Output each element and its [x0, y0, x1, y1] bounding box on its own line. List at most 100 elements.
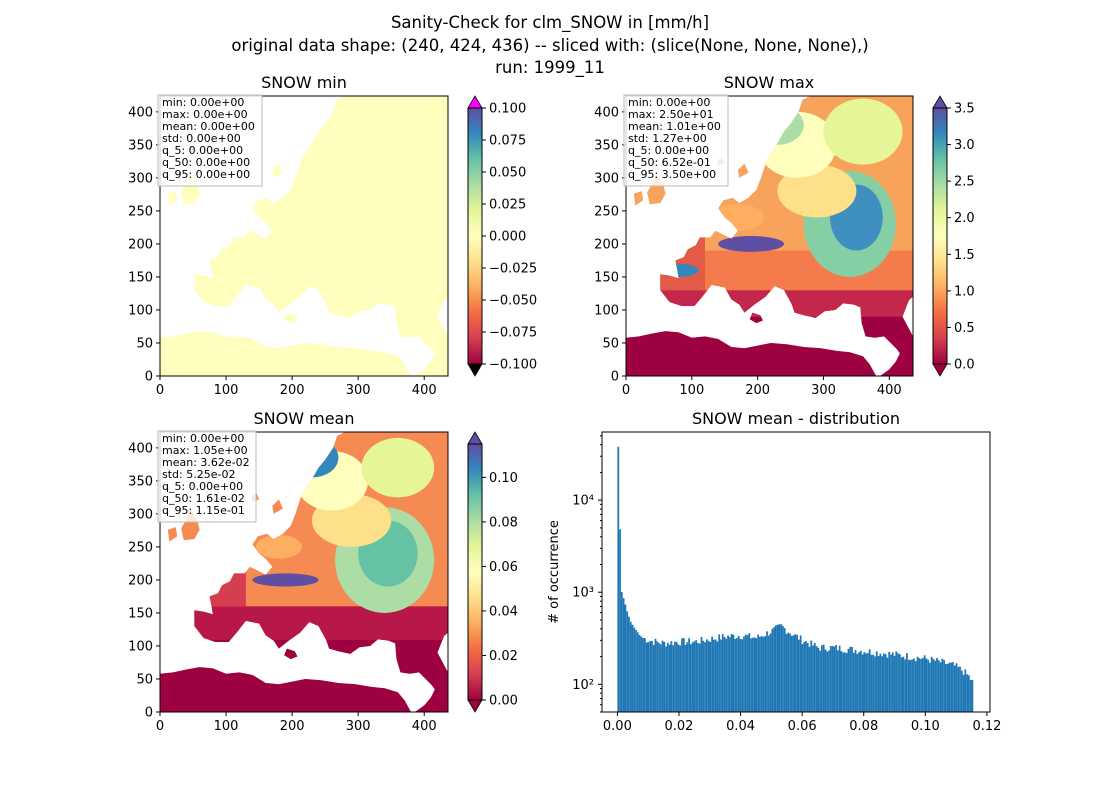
histogram-bar [704, 642, 706, 712]
histogram-bar [645, 642, 648, 712]
stat-max: max: 1.05e+00 [162, 444, 248, 457]
x-tick-label: 300 [346, 719, 371, 734]
histogram-bar [821, 645, 823, 712]
histogram-bar [649, 641, 652, 712]
histogram-bar [959, 666, 961, 712]
panel-snow-max: SNOW max [594, 73, 975, 398]
x-tick-label: 0 [622, 383, 630, 398]
stat-std: std: 5.25e-02 [162, 468, 235, 481]
histogram-bar [803, 642, 806, 712]
x-tick-label: 300 [811, 383, 836, 398]
histogram-bar [835, 645, 837, 712]
histogram-bar [798, 639, 800, 712]
x-tick-label: 0.04 [726, 719, 755, 734]
y-tick-label: 100 [594, 303, 619, 318]
histogram-bar [789, 633, 791, 712]
colorbar-tick-label: 0.5 [954, 321, 975, 336]
histogram-bar [709, 641, 712, 712]
stats-box: min: 0.00e+00 max: 2.50e+01 mean: 1.01e+… [623, 94, 729, 187]
histogram-bar [888, 651, 891, 712]
histogram-bar [643, 638, 646, 712]
histogram-bar [918, 658, 921, 712]
histogram-bar [750, 638, 752, 712]
histogram-bar [741, 639, 744, 712]
x-tick-label: 0.02 [665, 719, 694, 734]
stats-box: min: 0.00e+00 max: 0.00e+00 mean: 0.00e+… [157, 94, 263, 187]
histogram-bar [962, 674, 965, 712]
histogram-bars [617, 446, 974, 712]
stat-q50: q_50: 0.00e+00 [162, 156, 250, 169]
histogram-bar [631, 624, 634, 712]
y-tick-label: 0 [145, 706, 153, 721]
y-tick-label: 0 [145, 370, 153, 385]
colorbar-tick-label: 0.08 [489, 515, 518, 530]
histogram-bar [806, 643, 809, 712]
map-area [160, 432, 448, 712]
colorbar-over-arrow-icon [467, 95, 483, 109]
histogram-bar [707, 640, 710, 712]
y-ticks: 0 50 100 150 200 250 300 350 400 [128, 441, 160, 721]
y-tick-label: 10⁴ [572, 494, 594, 509]
colorbar-tick-label: 2.5 [954, 175, 975, 190]
histogram-bar [730, 634, 733, 712]
histogram-bar [723, 637, 726, 712]
histogram-bar [897, 653, 899, 712]
histogram-bar [842, 652, 845, 712]
y-tick-label: 200 [128, 237, 153, 252]
y-tick-label: 0 [611, 370, 619, 385]
histogram-bar [863, 652, 866, 712]
colorbar-gradient [933, 108, 947, 364]
histogram-bar [838, 645, 841, 712]
x-tick-label: 0.08 [849, 719, 878, 734]
histogram-bar [728, 637, 731, 712]
x-tick-label: 0.06 [788, 719, 817, 734]
panel-snow-mean: SNOW mean [128, 409, 518, 734]
histogram-bar [757, 634, 760, 712]
histogram-bar [628, 616, 630, 712]
x-tick-label: 200 [280, 719, 305, 734]
histogram-bar [941, 658, 944, 712]
stat-q95: q_95: 1.15e-01 [162, 504, 245, 517]
histogram-bar [808, 646, 811, 712]
colorbar-tick-label: 2.0 [954, 211, 975, 226]
histogram-bar [969, 679, 972, 712]
histogram-bar [759, 636, 761, 712]
histogram-bar [764, 636, 767, 712]
panel-snow-mean-distribution: SNOW mean - distribution 0.00 0.02 0.04 0.0… [547, 409, 1001, 734]
colorbar-tick-label: 0.050 [489, 166, 526, 181]
histogram-bar [739, 638, 742, 712]
histogram-bar [651, 640, 653, 712]
y-tick-label: 300 [128, 171, 153, 186]
histogram-bar [626, 611, 629, 712]
histogram-bar [840, 651, 843, 712]
y-tick-label: 400 [594, 105, 619, 120]
histogram-bar [622, 598, 625, 712]
x-tick-label: 0.12 [972, 719, 1001, 734]
histogram-bar [792, 635, 795, 712]
histogram-bar [817, 647, 820, 712]
histogram-bar [799, 635, 802, 712]
histogram-bar [640, 636, 643, 712]
histogram-bar [720, 639, 722, 712]
histogram-bar [898, 654, 901, 712]
histogram-bar [895, 651, 898, 712]
histogram-bar [856, 653, 859, 712]
histogram-bar [725, 638, 728, 712]
stat-q5: q_5: 0.00e+00 [162, 480, 243, 493]
histogram-bar [939, 662, 942, 712]
stat-mean: mean: 0.00e+00 [162, 120, 255, 133]
histogram-bar [767, 635, 770, 712]
histogram-bar [755, 638, 758, 712]
plot-frame [159, 431, 449, 713]
histogram-bar [670, 641, 673, 712]
histogram-bar [762, 636, 765, 712]
histogram-bar [805, 641, 807, 712]
histogram-bar [913, 658, 915, 712]
x-tick-label: 400 [877, 383, 902, 398]
histogram-bar [904, 659, 907, 712]
colorbar-frame [932, 107, 948, 365]
histogram-bar [668, 644, 671, 712]
histogram-bar [872, 654, 875, 712]
x-tick-label: 400 [412, 383, 437, 398]
histogram-bar [824, 649, 827, 712]
